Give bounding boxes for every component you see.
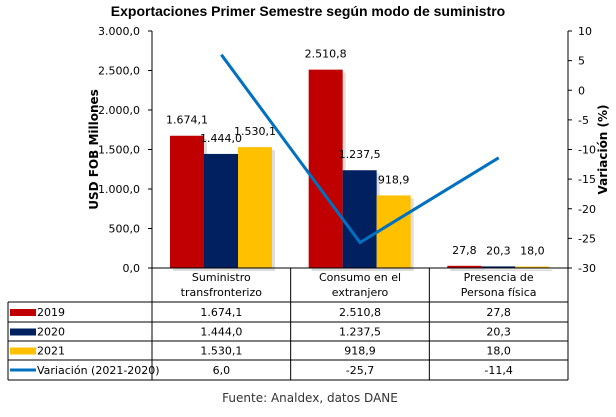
table-cell: -25,7 (346, 364, 374, 377)
category-label: Presencia de (464, 271, 534, 284)
legend-key-2019 (10, 309, 36, 316)
y2-tick-label: 10 (578, 25, 592, 38)
bar-data-label: 18,0 (520, 245, 545, 258)
y-tick-label: 3.000,0 (98, 25, 140, 38)
bar-2019-1 (308, 69, 343, 269)
y2-tick-label: -5 (578, 114, 589, 127)
bar-data-label: 27,8 (452, 244, 477, 257)
category-label: extranjero (332, 286, 389, 299)
table-cell: 1.444,0 (200, 326, 242, 339)
bar-data-label: 1.237,5 (339, 148, 381, 161)
y-tick-label: 1.500,0 (98, 144, 140, 157)
source-note: Fuente: Analdex, datos DANE (222, 391, 398, 405)
bar-data-label: 1.674,1 (166, 114, 208, 127)
chart-title: Exportaciones Primer Semestre según modo… (111, 3, 505, 19)
bar-2021-0 (238, 147, 272, 268)
y-tick-label: 0,0 (123, 262, 141, 275)
bar-data-label: 20,3 (486, 244, 511, 257)
bar-data-label: 918,9 (378, 173, 410, 186)
y2-tick-label: -25 (578, 232, 596, 245)
bar-2020-0 (204, 153, 238, 268)
y-axis-label: USD FOB Millones (87, 89, 101, 210)
bar-data-label: 1.444,0 (200, 132, 242, 145)
y2-tick-label: -20 (578, 203, 596, 216)
bar-data-label: 2.510,8 (305, 48, 347, 61)
category-label: Suministro (192, 271, 251, 284)
table-cell: 18,0 (486, 345, 511, 358)
table-cell: 1.237,5 (339, 326, 381, 339)
table-cell: 1.674,1 (200, 306, 242, 319)
y2-tick-label: 5 (578, 55, 585, 68)
legend-key-2021 (10, 347, 36, 355)
bar-2019-0 (170, 135, 204, 268)
bar-shadow (518, 269, 553, 271)
legend-label: 2020 (37, 326, 65, 339)
bar-2021-2 (515, 266, 550, 269)
y2-axis-label: Variación (%) (596, 104, 610, 194)
legend-label: Variación (2021-2020) (37, 364, 160, 377)
legend-key-2020 (10, 328, 36, 336)
table-cell: 6,0 (213, 364, 231, 377)
y-tick-label: 500,0 (109, 223, 141, 236)
y2-tick-label: -15 (578, 173, 596, 186)
table-cell: 1.530,1 (200, 345, 242, 358)
bar-data-label: 1.530,1 (234, 125, 276, 138)
y2-tick-label: -30 (578, 262, 596, 275)
y-tick-label: 2.500,0 (98, 65, 140, 78)
y2-tick-label: -10 (578, 144, 596, 157)
bar-2021-1 (376, 195, 411, 268)
legend-label: 2019 (37, 306, 65, 319)
table-cell: 918,9 (344, 345, 376, 358)
bar-2020-1 (342, 170, 377, 268)
table-cell: 2.510,8 (339, 306, 381, 319)
legend-label: 2021 (37, 345, 65, 358)
y2-tick-label: 0 (578, 84, 585, 97)
table-cell: 20,3 (486, 326, 511, 339)
table-cell: -11,4 (484, 364, 512, 377)
bar-shadow (450, 268, 485, 271)
y-tick-label: 2.000,0 (98, 104, 140, 117)
category-label: Persona física (461, 286, 537, 299)
category-label: Consumo en el (319, 271, 401, 284)
bar-2019-2 (447, 265, 482, 268)
category-label: transfronterizo (181, 286, 263, 299)
bar-2020-2 (481, 266, 516, 268)
bar-shadow (484, 269, 519, 271)
table-cell: 27,8 (486, 306, 511, 319)
y-tick-label: 1.000,0 (98, 183, 140, 196)
